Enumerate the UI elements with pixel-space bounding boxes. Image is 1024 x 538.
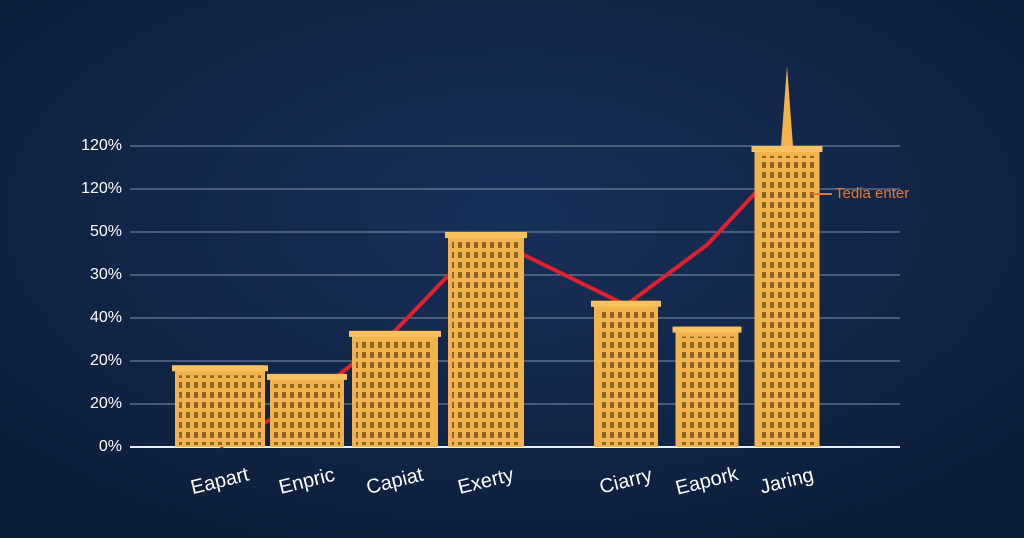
building-windows — [679, 336, 735, 445]
building-cornice — [445, 232, 527, 238]
annotation: Tedia enter — [835, 185, 909, 202]
building-windows — [356, 340, 434, 445]
building-cornice — [172, 365, 268, 372]
y-tick-label: 50% — [90, 223, 122, 240]
y-tick-label: 120% — [81, 180, 122, 197]
building-windows — [274, 383, 340, 445]
building-windows — [452, 242, 520, 445]
building-cornice — [591, 300, 661, 307]
building-cornice — [751, 146, 823, 152]
building-windows — [179, 375, 261, 445]
building-windows — [598, 310, 654, 445]
building-cornice — [267, 373, 347, 380]
y-tick-label: 0% — [99, 438, 122, 455]
y-tick-label: 20% — [90, 395, 122, 412]
building-cornice — [349, 330, 441, 337]
building-cornice — [672, 326, 742, 333]
y-tick-label: 20% — [90, 352, 122, 369]
y-tick-label: 120% — [81, 137, 122, 154]
y-tick-label: 30% — [90, 266, 122, 283]
building-windows — [758, 156, 816, 445]
y-tick-label: 40% — [90, 309, 122, 326]
spire — [781, 66, 793, 146]
